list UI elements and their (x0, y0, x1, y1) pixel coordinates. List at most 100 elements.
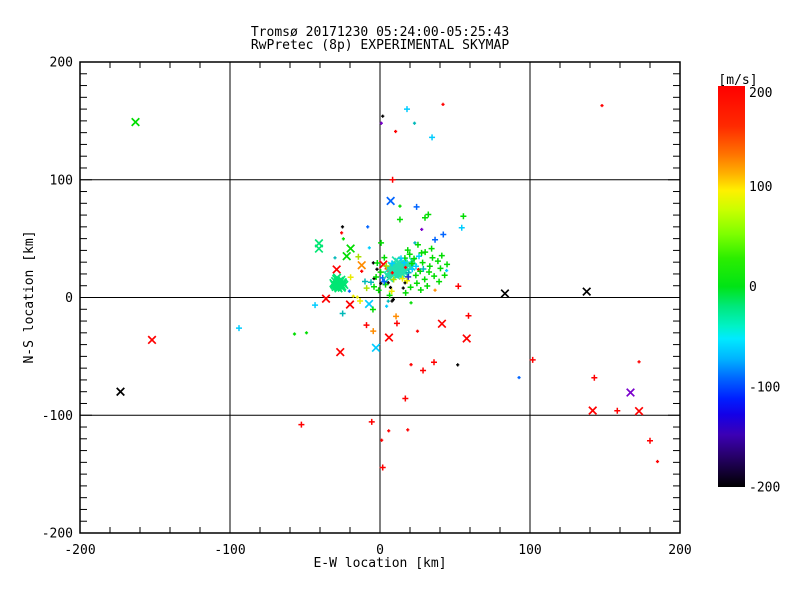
scatter-point (434, 258, 441, 265)
scatter-point (377, 269, 384, 276)
scatter-point (389, 260, 395, 267)
scatter-point (637, 360, 641, 364)
axis-ticks (79, 61, 681, 534)
scatter-point (417, 268, 424, 275)
scatter-point (396, 216, 403, 223)
scatter-point (386, 281, 390, 285)
scatter-point (405, 273, 412, 280)
scatter-point (399, 275, 406, 282)
scatter-point (355, 295, 359, 299)
y-tick-label: 0 (65, 291, 73, 306)
scatter-point (426, 268, 433, 275)
scatter-points (116, 102, 660, 471)
x-tick-label: 100 (518, 543, 541, 558)
scatter-point (363, 285, 370, 292)
scatter-point (364, 299, 374, 309)
scatter-point (381, 254, 388, 261)
scatter-point (298, 421, 305, 428)
scatter-point (368, 418, 375, 425)
scatter-point (438, 252, 445, 259)
scatter-point (382, 281, 389, 288)
scatter-point (393, 313, 400, 320)
scatter-point (404, 277, 410, 284)
colorbar-tick-label: -200 (749, 481, 780, 496)
y-tick-label: -200 (42, 527, 73, 542)
scatter-point (390, 271, 394, 275)
scatter-point (401, 259, 408, 266)
scatter-point (335, 347, 345, 357)
scatter-point (363, 322, 370, 329)
colorbar-tick-label: 0 (749, 280, 757, 295)
y-tick-labels: -200 -100 0 100 200 (42, 56, 73, 542)
scatter-point (517, 375, 521, 380)
scatter-point (420, 227, 424, 232)
scatter-point (626, 388, 635, 397)
scatter-point (379, 121, 383, 125)
scatter-point (412, 121, 417, 125)
scatter-point (371, 343, 381, 353)
scatter-point (369, 306, 376, 313)
scatter-point (368, 279, 374, 286)
scatter-point (419, 259, 426, 266)
scatter-point (342, 251, 352, 261)
colorbar-tick-label: 200 (749, 86, 772, 101)
scatter-point (402, 289, 409, 296)
scatter-point (441, 272, 448, 279)
scatter-point (614, 407, 621, 414)
scatter-point (384, 273, 394, 283)
scatter-point (347, 289, 351, 293)
scatter-point (460, 213, 467, 220)
colorbar-tick-label: 100 (749, 180, 772, 195)
scatter-point (385, 304, 389, 308)
scatter-point (374, 259, 381, 266)
scatter-point (425, 211, 432, 218)
x-tick-label: 200 (668, 543, 691, 558)
scatter-point (529, 356, 536, 363)
scatter-point (367, 246, 371, 250)
scatter-point (418, 249, 425, 256)
scatter-point (390, 276, 397, 283)
y-axis-label: N-S location [km] (22, 230, 37, 363)
scatter-point (465, 312, 472, 319)
scatter-point (394, 129, 398, 134)
scatter-point (380, 438, 384, 442)
scatter-point (403, 281, 407, 285)
scatter-point (404, 247, 411, 254)
frame-rect (79, 61, 681, 534)
scatter-point (312, 302, 319, 309)
scatter-point (634, 406, 644, 416)
scatter-point (402, 395, 409, 402)
scatter-point (351, 294, 355, 298)
scatter-point (347, 274, 354, 281)
scatter-point (415, 329, 420, 333)
scatter-point (417, 286, 424, 293)
scatter-point (420, 367, 427, 374)
scatter-point (437, 319, 447, 329)
scatter-point (332, 265, 342, 274)
scatter-point (236, 325, 242, 332)
scatter-point (413, 203, 420, 210)
scatter-point (655, 459, 660, 464)
scatter-point (314, 244, 324, 254)
scatter-point (386, 292, 393, 299)
scatter-point (321, 294, 331, 304)
scatter-point (355, 253, 362, 260)
scatter-point (366, 225, 370, 229)
scatter-point (591, 374, 598, 381)
scatter-point (462, 334, 472, 343)
scatter-point (422, 214, 428, 221)
scatter-point (409, 363, 413, 367)
scatter-point (333, 256, 337, 260)
scatter-point (340, 225, 345, 229)
scatter-point (339, 310, 346, 317)
scatter-point (386, 196, 396, 206)
scatter-point (360, 269, 364, 273)
x-tick-label: -200 (64, 543, 95, 558)
scatter-point (406, 251, 413, 258)
scatter-point (416, 253, 422, 260)
scatter-point (433, 288, 437, 292)
x-tick-labels: -200 -100 0 100 200 (64, 543, 691, 558)
scatter-point (458, 224, 465, 231)
scatter-point (371, 283, 377, 290)
